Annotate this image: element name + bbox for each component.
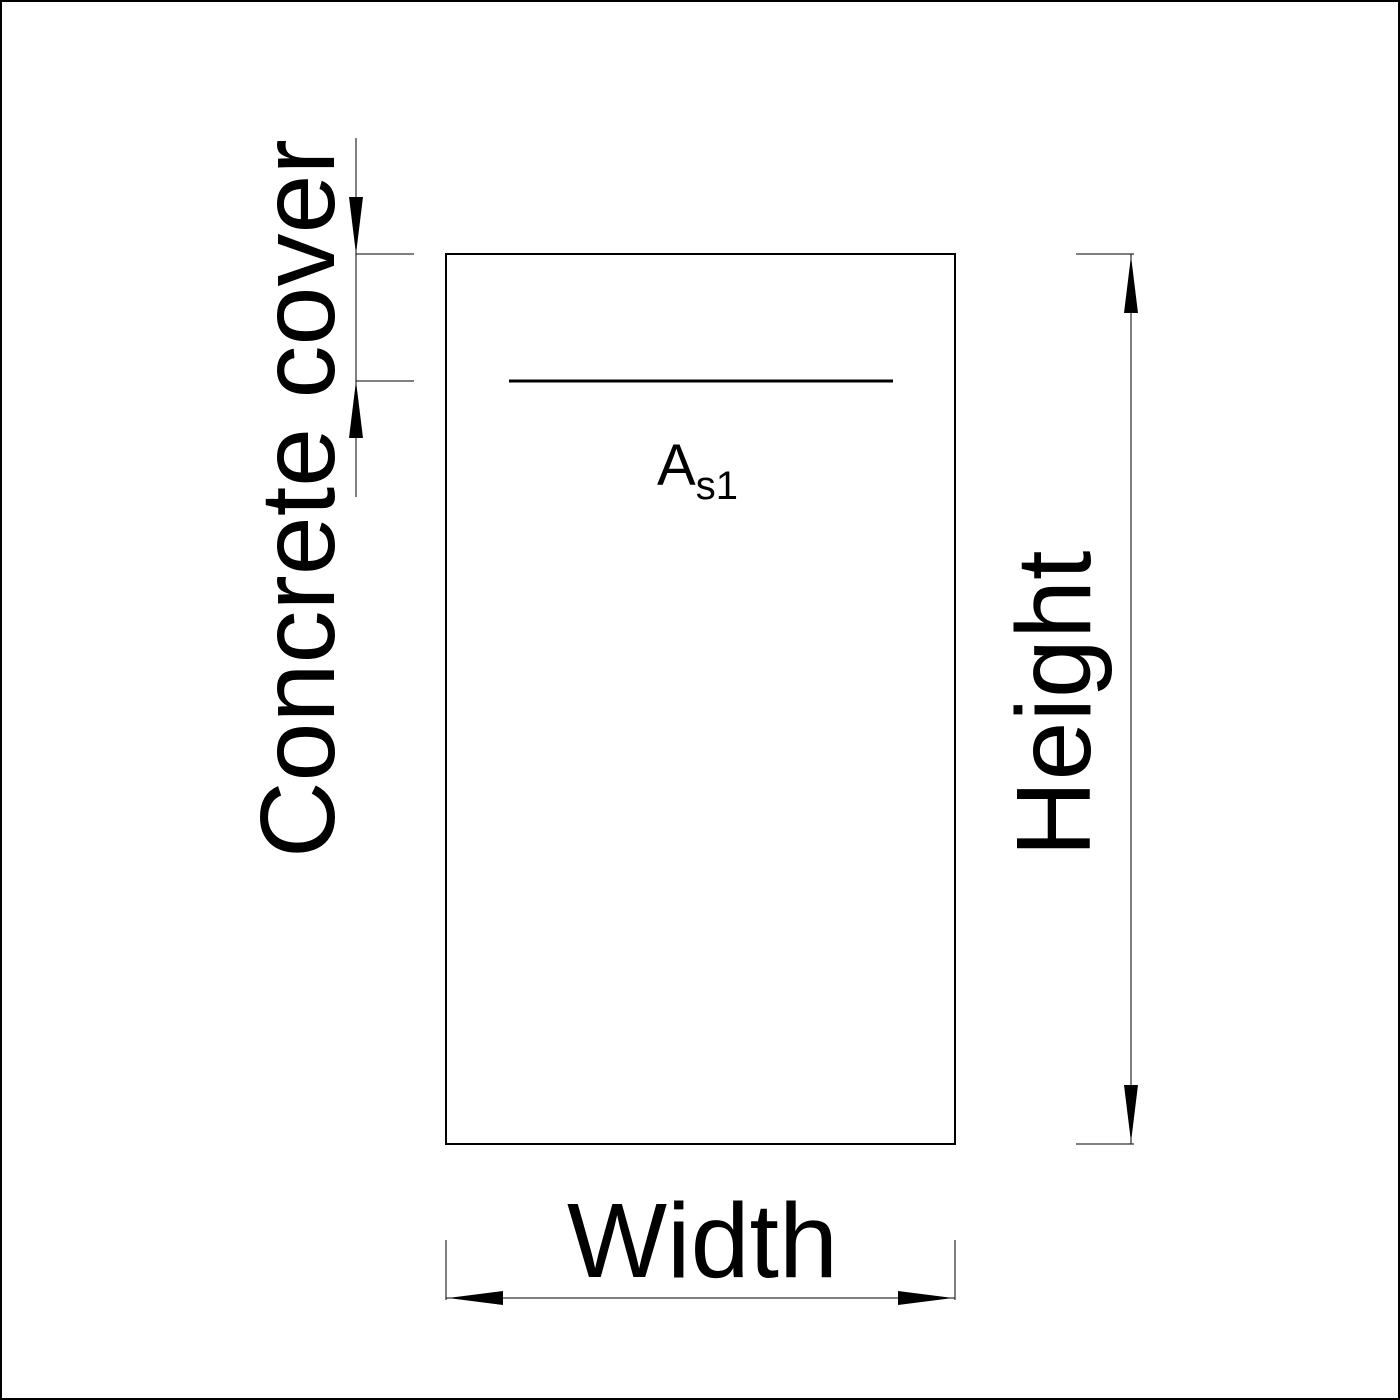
width-arrow-right <box>898 1291 953 1305</box>
height-label: Height <box>995 551 1113 857</box>
section-outline <box>445 253 956 1145</box>
height-dimension <box>1076 253 1138 1145</box>
width-arrow-left <box>448 1291 503 1305</box>
width-dimension <box>445 1240 956 1305</box>
cover-arrow-up <box>349 381 363 438</box>
cover-arrow-down <box>349 197 363 254</box>
rebar-label-main: A <box>657 433 696 498</box>
cover-dimension <box>349 138 414 497</box>
height-arrow-top <box>1124 256 1138 313</box>
height-arrow-bottom <box>1124 1085 1138 1142</box>
rebar-label-subscript: s1 <box>696 464 738 508</box>
rebar-label: As1 <box>657 433 738 508</box>
concrete-cover-label: Concrete cover <box>239 139 357 858</box>
width-label: Width <box>567 1182 838 1300</box>
